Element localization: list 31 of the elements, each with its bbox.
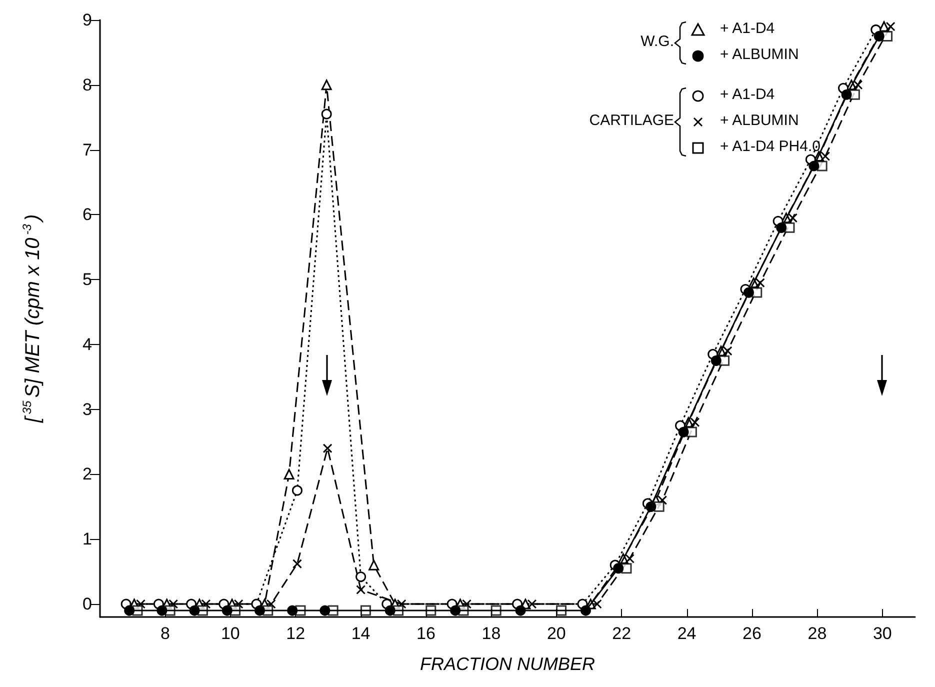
y-tick-label: 6	[82, 205, 92, 224]
y-tick-label: 8	[82, 75, 92, 94]
y-tick-label: 7	[82, 140, 92, 160]
x-tick-label: 24	[677, 624, 696, 643]
legend-label: + ALBUMIN	[720, 46, 799, 63]
x-tick-label: 16	[416, 624, 436, 643]
legend-label: + A1-D4	[720, 86, 775, 103]
x-tick-label: 8	[160, 624, 170, 643]
y-tick-label: 3	[82, 400, 92, 419]
y-axis-title: [35S] MET (cpm x 10-3)	[20, 214, 44, 424]
legend-label: + ALBUMIN	[720, 112, 799, 129]
x-tick-label: 22	[612, 624, 632, 643]
y-tick-label: 1	[82, 530, 92, 549]
x-tick-label: 12	[286, 624, 306, 643]
x-tick-label: 10	[220, 624, 240, 643]
legend-label: + A1-D4 PH4.0	[720, 138, 820, 155]
x-tick-label: 18	[482, 624, 501, 643]
x-tick-label: 20	[546, 624, 566, 643]
x-tick-label: 14	[351, 624, 370, 643]
x-tick-label: 28	[808, 624, 827, 643]
y-tick-label: 5	[82, 270, 92, 290]
x-tick-label: 26	[742, 624, 762, 643]
y-tick-label: 4	[82, 334, 92, 354]
y-tick-label: 0	[82, 594, 92, 614]
annotation: CARTILAGE	[589, 112, 674, 129]
annotation: W.G.	[640, 33, 674, 50]
x-axis-title: FRACTION NUMBER	[420, 654, 595, 674]
y-tick-label: 2	[82, 464, 92, 484]
legend-label: + A1-D4	[720, 20, 775, 37]
x-tick-label: 30	[872, 624, 892, 643]
y-tick-label: 9	[82, 10, 92, 30]
